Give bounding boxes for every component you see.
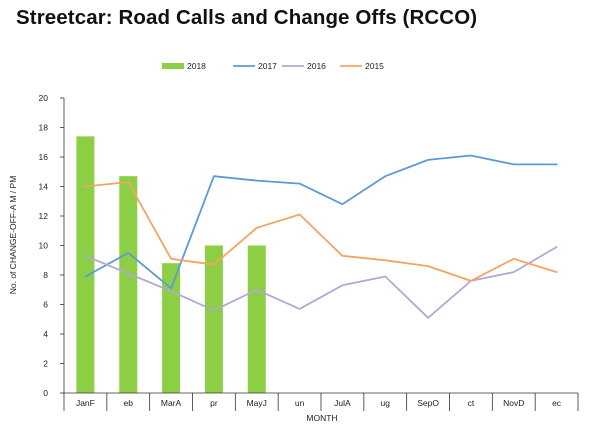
- x-tick-label: JanF: [76, 398, 95, 408]
- x-tick-label: MarA: [161, 398, 182, 408]
- x-axis-label: MONTH: [306, 413, 337, 423]
- y-tick-label: 14: [39, 182, 49, 192]
- bar-2018: [119, 176, 138, 393]
- x-tick-label: ct: [468, 398, 475, 408]
- legend-swatch-2018: [162, 63, 184, 69]
- legend-label-2017: 2017: [258, 61, 277, 71]
- y-tick-label: 18: [39, 123, 49, 133]
- x-tick-label: pr: [210, 398, 218, 408]
- x-tick-label: ug: [381, 398, 391, 408]
- y-tick-label: 12: [39, 211, 49, 221]
- y-tick-label: 10: [39, 241, 49, 251]
- x-tick-label: un: [295, 398, 305, 408]
- y-tick-label: 4: [43, 329, 48, 339]
- y-tick-label: 20: [39, 93, 49, 103]
- x-tick-label: eb: [124, 398, 134, 408]
- legend-label-2018: 2018: [187, 61, 206, 71]
- line-series-2016: [84, 246, 558, 319]
- x-tick-label: SepO: [417, 398, 439, 408]
- y-tick-label: 16: [39, 152, 49, 162]
- bar-2018: [162, 263, 181, 393]
- y-tick-label: 2: [43, 359, 48, 369]
- bar-2018: [76, 136, 95, 393]
- line-series-2017: [84, 154, 558, 290]
- bar-2018: [204, 245, 223, 393]
- chart-title: Streetcar: Road Calls and Change Offs (R…: [16, 6, 478, 29]
- x-tick-label: NovD: [503, 398, 524, 408]
- bar-2018: [247, 245, 266, 393]
- legend-label-2015: 2015: [365, 61, 384, 71]
- x-tick-label: MayJ: [247, 398, 267, 408]
- y-tick-label: 0: [43, 388, 48, 398]
- y-axis-label: No. of CHANGE-OFF-A M / PM: [8, 176, 18, 295]
- x-tick-label: ec: [552, 398, 562, 408]
- y-tick-label: 8: [43, 270, 48, 280]
- line-series-2015: [84, 181, 558, 282]
- x-tick-label: JulA: [334, 398, 351, 408]
- legend-label-2016: 2016: [307, 61, 326, 71]
- y-tick-label: 6: [43, 300, 48, 310]
